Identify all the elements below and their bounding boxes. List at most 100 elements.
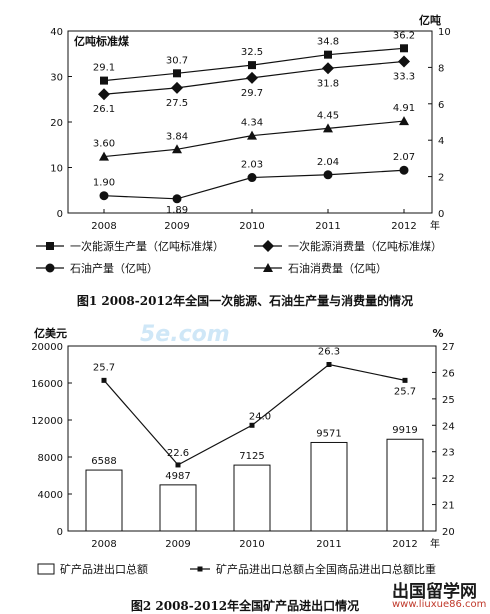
series-2-point (246, 71, 258, 84)
x-tick-label: 2012 (391, 221, 416, 232)
right-tick-label: 6 (438, 100, 444, 111)
x-tick-label: 2009 (164, 221, 189, 232)
series-1-data-label: 29.1 (93, 63, 115, 74)
series-2-data-label: 27.5 (166, 98, 188, 109)
right-tick-label-2: 23 (442, 448, 455, 459)
series-4-point (172, 144, 182, 154)
series-3-point (399, 165, 409, 175)
legend-marker (262, 240, 274, 252)
series-4-data-label: 4.45 (317, 110, 339, 121)
watermark-bottom-url: www.liuxue86.com (392, 599, 487, 610)
x-tick-label: 2011 (315, 221, 340, 232)
x-tick-label-2: 2011 (316, 539, 341, 550)
x-tick-label: 2008 (91, 221, 116, 232)
x-tick-label-2: 2008 (91, 539, 116, 550)
series-1-data-label: 34.8 (317, 37, 339, 48)
series-1-point (100, 76, 108, 85)
bar-data-label: 9919 (392, 425, 417, 436)
series-1-point (400, 44, 408, 53)
chart-2-caption: 图2 2008-2012年全国矿产品进出口情况 (130, 599, 360, 613)
left-axis-unit-2: 亿美元 (34, 326, 67, 340)
x-tick-label-2: 2010 (239, 539, 264, 550)
series-4-point (99, 151, 109, 161)
series-1-data-label: 30.7 (166, 55, 188, 66)
series-3-point (172, 194, 182, 204)
bar-data-label: 9571 (316, 428, 341, 439)
series-3-data-label: 2.03 (241, 160, 263, 171)
ratio-data-label: 24.0 (249, 411, 271, 422)
series-2-point (322, 62, 334, 75)
left-axis-unit: 亿吨标准煤 (74, 34, 130, 48)
series-4-point (323, 123, 333, 133)
bar (233, 464, 271, 532)
right-tick-label-2: 24 (442, 421, 455, 432)
series-4-data-label: 3.60 (93, 139, 115, 150)
series-3-data-label: 2.07 (393, 152, 415, 163)
legend-bar-swatch (37, 563, 55, 575)
series-1-data-label: 36.2 (393, 30, 415, 41)
left-tick-label-2: 16000 (31, 379, 63, 390)
series-3-point (247, 173, 257, 183)
bar (85, 469, 123, 532)
ratio-point (326, 362, 332, 367)
right-tick-label-2: 21 (442, 501, 455, 512)
legend-label: 石油消费量（亿吨） (288, 261, 387, 275)
bar (310, 441, 348, 532)
right-axis-unit-2: % (432, 327, 443, 340)
series-3-data-label: 1.89 (166, 205, 188, 216)
legend-line-marker (197, 566, 203, 572)
left-tick-label-2: 0 (57, 527, 63, 538)
ratio-data-label: 26.3 (318, 347, 340, 358)
ratio-point (175, 462, 181, 468)
right-tick-label: 2 (438, 173, 444, 184)
watermark-bottom-main: 出国留学网 (392, 582, 477, 602)
series-3-point (323, 170, 333, 180)
x-unit-label-2: 年 (430, 537, 440, 550)
bar-data-label: 7125 (239, 451, 264, 462)
series-4-point (399, 116, 409, 126)
ratio-point (101, 377, 107, 383)
legend-label: 一次能源生产量（亿吨标准煤） (70, 239, 224, 253)
left-tick-label: 20 (50, 118, 63, 129)
series-2-point (398, 55, 410, 68)
chart-1-caption: 图1 2008-2012年全国一次能源、石油生产量与消费量的情况 (76, 294, 414, 308)
series-2-data-label: 31.8 (317, 78, 339, 89)
right-tick-label-2: 22 (442, 474, 455, 485)
right-tick-label-2: 20 (442, 527, 455, 538)
bar (386, 438, 424, 532)
series-4-point (247, 130, 257, 140)
left-tick-label-2: 20000 (31, 342, 63, 353)
x-unit-label: 年 (430, 219, 440, 232)
left-tick-label-2: 8000 (38, 453, 63, 464)
legend-line-label: 矿产品进出口总额占全国商品进出口总额比重 (216, 562, 436, 576)
right-tick-label: 4 (438, 136, 444, 147)
right-axis-unit: 亿吨 (419, 13, 441, 27)
series-4-data-label: 4.34 (241, 118, 263, 129)
bar (159, 484, 197, 532)
left-tick-label-2: 4000 (38, 490, 63, 501)
series-2-data-label: 33.3 (393, 71, 415, 82)
series-3-data-label: 1.90 (93, 178, 115, 189)
ratio-data-label: 25.7 (93, 362, 115, 373)
legend-label: 一次能源消费量（亿吨标准煤） (288, 239, 442, 253)
series-2-point (171, 81, 183, 94)
series-3-point (99, 191, 109, 201)
series-1-point (173, 69, 181, 78)
left-tick-label: 30 (50, 73, 63, 84)
right-tick-label: 10 (438, 27, 451, 38)
left-tick-label: 10 (50, 164, 63, 175)
series-1-point (324, 50, 332, 59)
x-tick-label-2: 2009 (165, 539, 190, 550)
ratio-point (249, 422, 255, 428)
right-tick-label: 0 (438, 209, 444, 220)
right-tick-label: 8 (438, 63, 444, 74)
right-tick-label-2: 26 (442, 368, 455, 379)
ratio-point (402, 377, 408, 383)
series-1-point (248, 61, 256, 70)
ratio-data-label: 25.7 (394, 386, 416, 397)
series-1-data-label: 32.5 (241, 47, 263, 58)
chart-1: 0 10 20 30 40 0 2 4 6 8 10 2008 2009 2010 2011 2012 年 亿吨标… (36, 13, 451, 275)
series-2-data-label: 29.7 (241, 88, 263, 99)
left-tick-label: 0 (57, 209, 63, 220)
